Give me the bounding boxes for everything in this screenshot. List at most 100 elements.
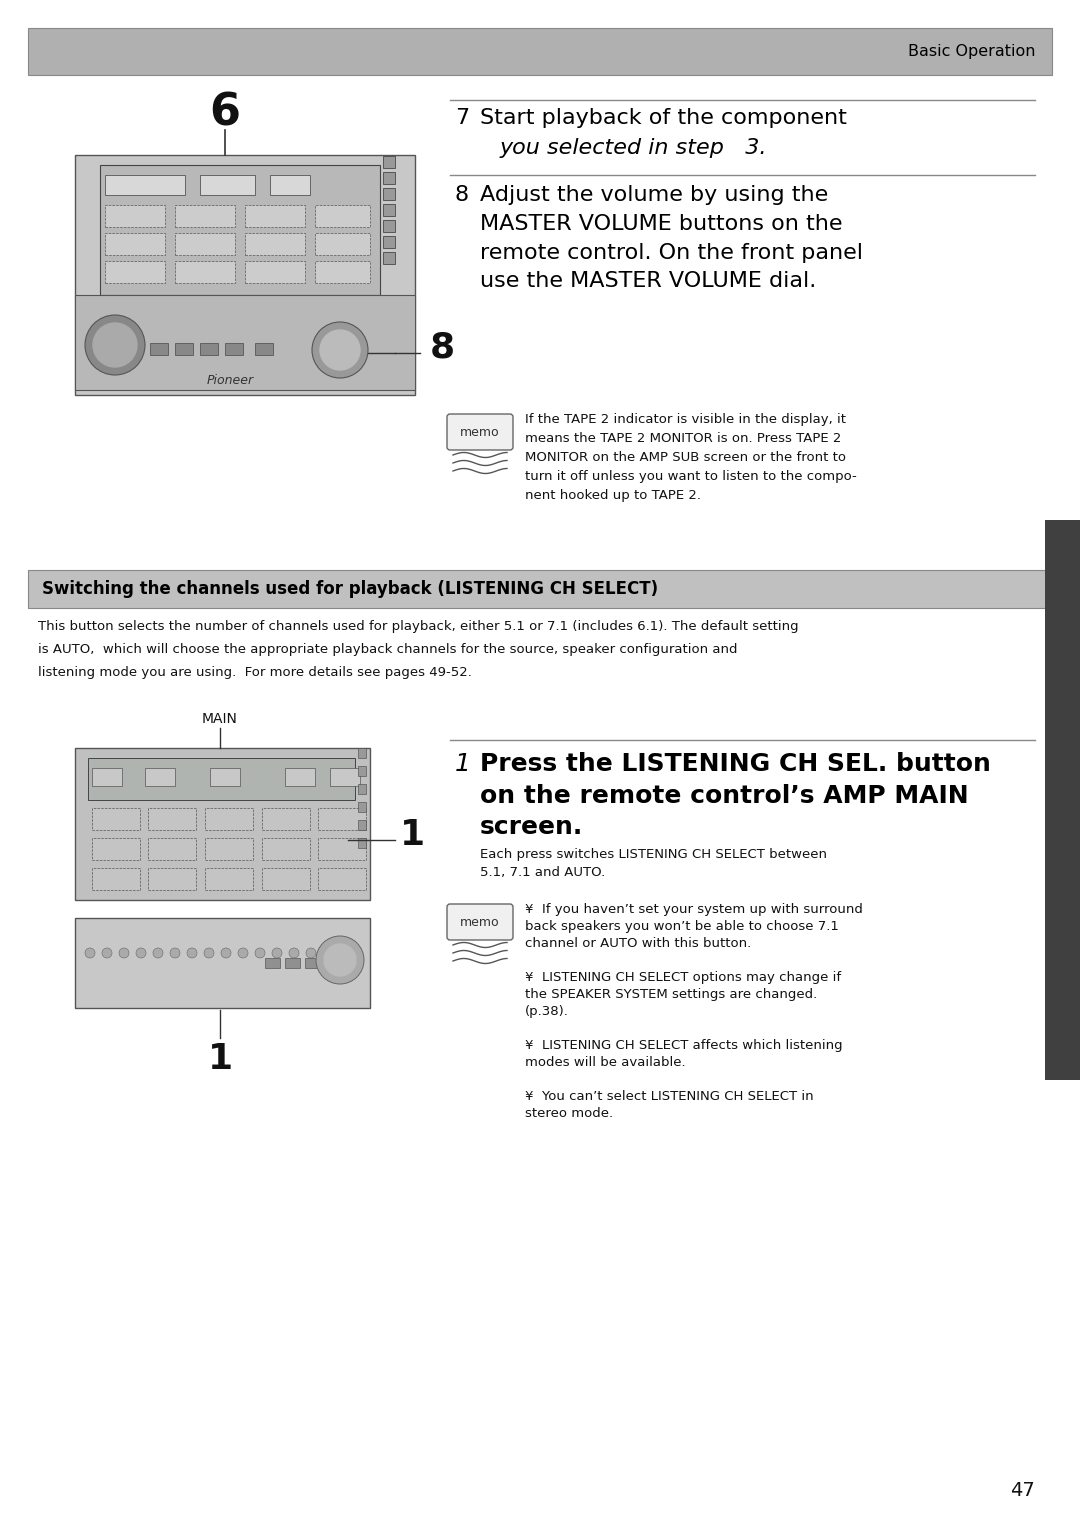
Text: Pioneer: Pioneer [206, 374, 254, 386]
Circle shape [238, 948, 248, 958]
Bar [75, 748, 370, 900]
Circle shape [85, 314, 145, 375]
Circle shape [136, 948, 146, 958]
Bar [245, 261, 305, 282]
Text: you selected in step   3.: you selected in step 3. [500, 137, 768, 159]
Text: (p.38).: (p.38). [525, 1006, 569, 1018]
Bar [357, 784, 366, 794]
Bar [150, 343, 168, 356]
Text: 7: 7 [455, 108, 469, 128]
Circle shape [255, 948, 265, 958]
Text: This button selects the number of channels used for playback, either 5.1 or 7.1 : This button selects the number of channe… [38, 620, 798, 633]
Bar [357, 766, 366, 777]
Bar [92, 838, 140, 861]
Bar [318, 838, 366, 861]
Text: 8: 8 [430, 331, 455, 365]
Circle shape [85, 948, 95, 958]
Bar [357, 819, 366, 830]
Circle shape [320, 330, 360, 369]
Text: ¥  If you haven’t set your system up with surround: ¥ If you haven’t set your system up with… [525, 903, 863, 916]
Bar [245, 233, 305, 255]
Text: ¥  LISTENING CH SELECT options may change if: ¥ LISTENING CH SELECT options may change… [525, 971, 841, 984]
Bar [315, 204, 370, 227]
Bar [200, 343, 218, 356]
Bar [205, 868, 253, 890]
Bar [318, 868, 366, 890]
Text: Adjust the volume by using the
MASTER VOLUME buttons on the
remote control. On t: Adjust the volume by using the MASTER VO… [480, 185, 863, 291]
Bar [148, 838, 195, 861]
Bar [305, 958, 320, 967]
Circle shape [324, 945, 356, 977]
Bar [75, 156, 415, 395]
Text: stereo mode.: stereo mode. [525, 1106, 613, 1120]
Text: listening mode you are using.  For more details see pages 49-52.: listening mode you are using. For more d… [38, 665, 472, 679]
Text: Each press switches LISTENING CH SELECT between: Each press switches LISTENING CH SELECT … [480, 848, 827, 861]
Bar [383, 156, 395, 168]
Circle shape [204, 948, 214, 958]
Text: ¥  LISTENING CH SELECT affects which listening: ¥ LISTENING CH SELECT affects which list… [525, 1039, 842, 1051]
Circle shape [316, 935, 364, 984]
Bar [148, 868, 195, 890]
Bar [148, 807, 195, 830]
Bar [205, 838, 253, 861]
Text: MAIN: MAIN [202, 713, 238, 726]
Bar [105, 233, 165, 255]
Text: Basic Operation: Basic Operation [907, 44, 1035, 60]
Bar [175, 261, 235, 282]
Circle shape [221, 948, 231, 958]
Bar [383, 172, 395, 185]
Bar [318, 807, 366, 830]
Text: Switching the channels used for playback (LISTENING CH SELECT): Switching the channels used for playback… [42, 580, 658, 598]
Bar [105, 204, 165, 227]
Text: modes will be available.: modes will be available. [525, 1056, 686, 1070]
Bar [28, 571, 1052, 607]
Text: 1: 1 [207, 1042, 232, 1076]
Text: 6: 6 [210, 92, 241, 134]
Bar [265, 958, 280, 967]
Circle shape [102, 948, 112, 958]
Text: If the TAPE 2 indicator is visible in the display, it
means the TAPE 2 MONITOR i: If the TAPE 2 indicator is visible in th… [525, 414, 856, 502]
FancyBboxPatch shape [447, 414, 513, 450]
Bar [285, 768, 315, 786]
Bar [175, 204, 235, 227]
Text: 1: 1 [400, 818, 426, 852]
Bar [75, 295, 415, 391]
Circle shape [289, 948, 299, 958]
Text: the SPEAKER SYSTEM settings are changed.: the SPEAKER SYSTEM settings are changed. [525, 987, 818, 1001]
Text: memo: memo [460, 426, 500, 438]
Circle shape [153, 948, 163, 958]
Bar [105, 261, 165, 282]
Bar [357, 803, 366, 812]
Circle shape [93, 324, 137, 366]
Bar [1045, 520, 1080, 1080]
Bar [105, 175, 185, 195]
Bar [175, 343, 193, 356]
FancyBboxPatch shape [447, 903, 513, 940]
Bar [262, 807, 310, 830]
Text: channel or AUTO with this button.: channel or AUTO with this button. [525, 937, 752, 951]
Bar [175, 233, 235, 255]
Text: 1: 1 [455, 752, 471, 777]
Bar [357, 748, 366, 758]
Bar [225, 343, 243, 356]
Bar [383, 237, 395, 249]
Circle shape [119, 948, 129, 958]
Bar [357, 838, 366, 848]
Circle shape [187, 948, 197, 958]
Bar [92, 868, 140, 890]
Bar [245, 204, 305, 227]
Bar [145, 768, 175, 786]
Text: is AUTO,  which will choose the appropriate playback channels for the source, sp: is AUTO, which will choose the appropria… [38, 642, 738, 656]
Bar [205, 807, 253, 830]
Bar [262, 868, 310, 890]
Bar [383, 252, 395, 264]
Circle shape [312, 322, 368, 378]
Bar [87, 758, 355, 800]
Bar [92, 768, 122, 786]
Text: Start playback of the component: Start playback of the component [480, 108, 847, 128]
Bar [383, 220, 395, 232]
Bar [315, 261, 370, 282]
Bar [92, 807, 140, 830]
Bar [315, 233, 370, 255]
Bar [28, 27, 1052, 75]
